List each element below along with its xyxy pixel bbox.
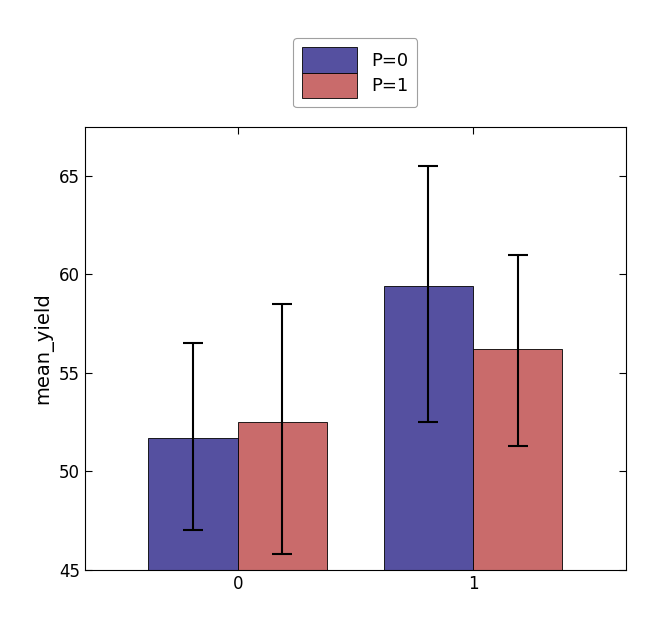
Y-axis label: mean_yield: mean_yield <box>33 292 53 404</box>
Bar <box>473 349 563 570</box>
Bar <box>238 422 327 570</box>
Legend: P=0, P=1: P=0, P=1 <box>293 38 417 108</box>
Bar <box>383 286 473 570</box>
Bar <box>148 438 238 570</box>
